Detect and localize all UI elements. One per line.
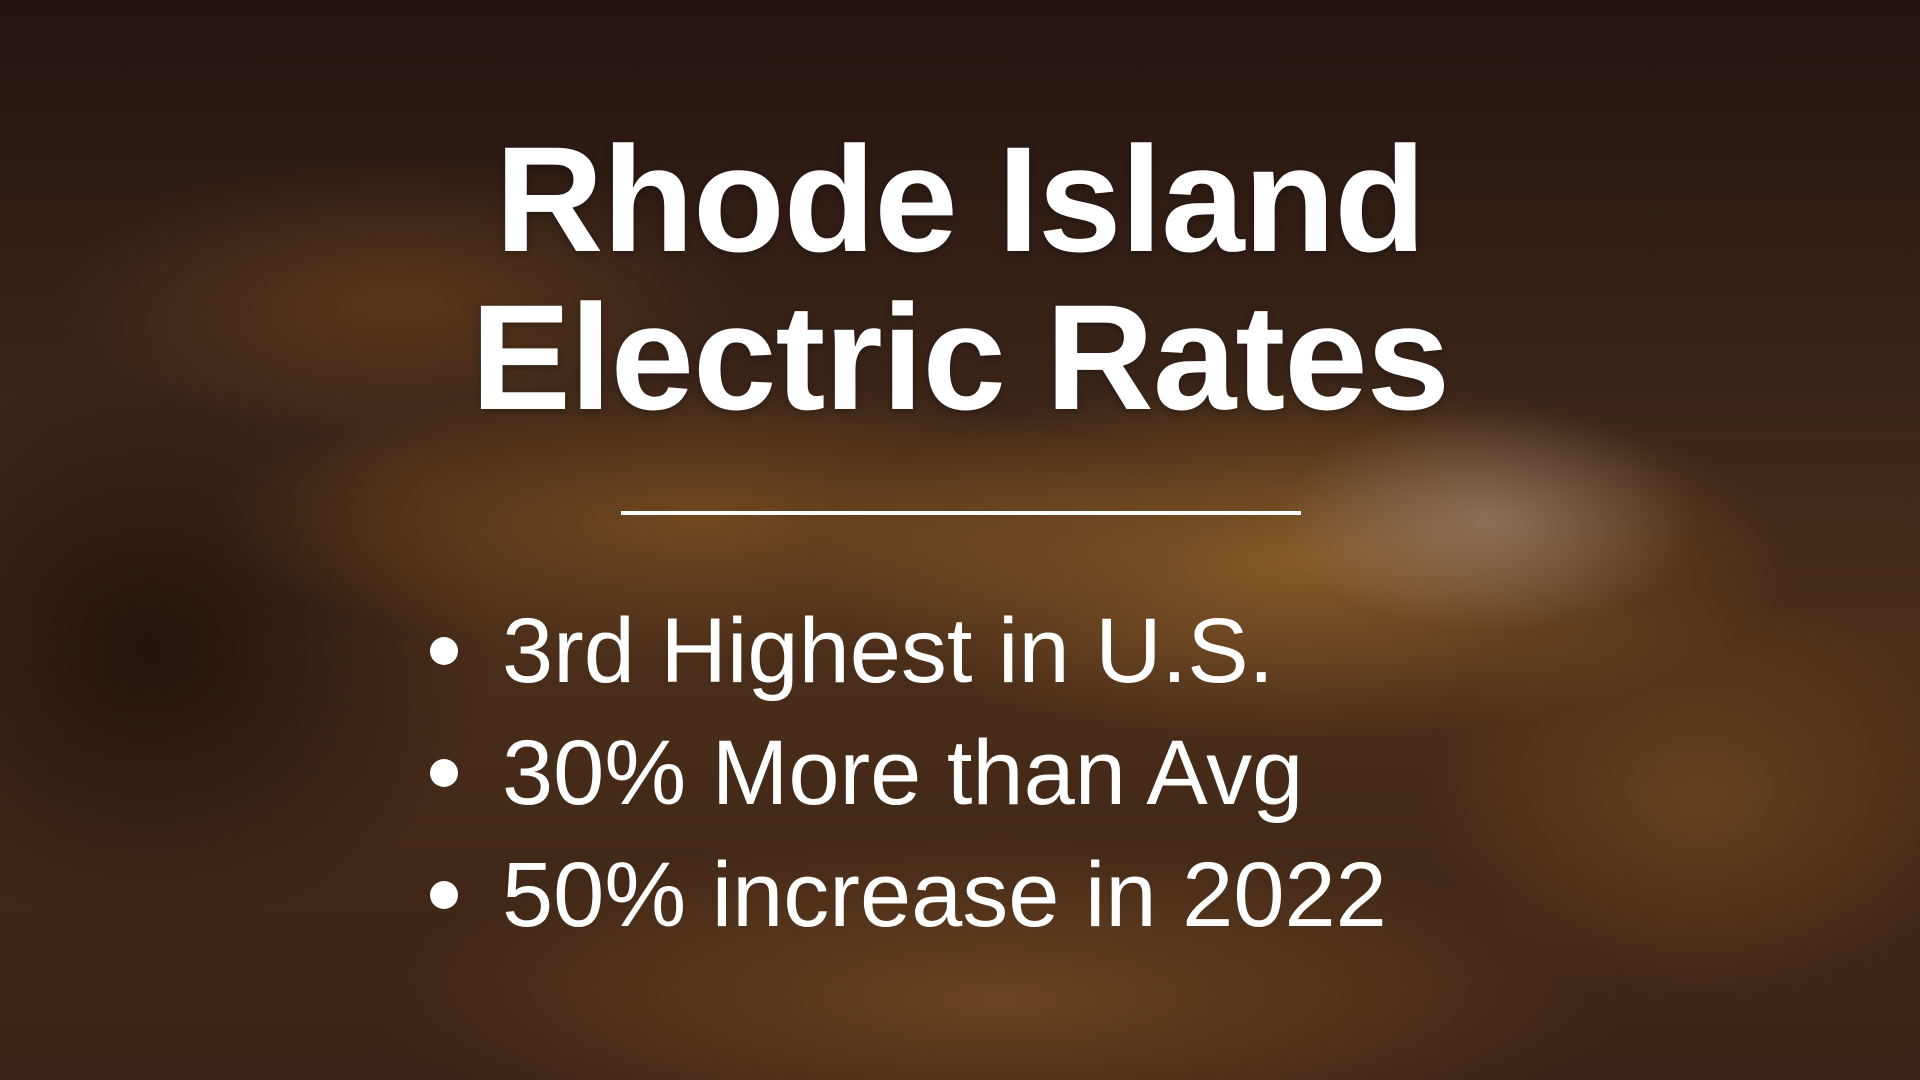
- bullet-item: 50% increase in 2022: [430, 834, 1387, 956]
- bullet-item: 3rd Highest in U.S.: [430, 590, 1387, 712]
- title-line-2: Electric Rates: [470, 273, 1450, 441]
- bullet-text: 3rd Highest in U.S.: [502, 600, 1275, 702]
- slide-title: Rhode Island Electric Rates: [0, 120, 1920, 436]
- title-line-1: Rhode Island: [495, 115, 1426, 283]
- bullet-text: 30% More than Avg: [502, 722, 1304, 824]
- bullet-dot-icon: [430, 881, 458, 909]
- bullet-text: 50% increase in 2022: [502, 844, 1387, 946]
- title-divider: [621, 511, 1301, 515]
- bullet-dot-icon: [430, 637, 458, 665]
- bullet-item: 30% More than Avg: [430, 712, 1387, 834]
- bullet-dot-icon: [430, 759, 458, 787]
- bullet-list: 3rd Highest in U.S. 30% More than Avg 50…: [430, 590, 1387, 956]
